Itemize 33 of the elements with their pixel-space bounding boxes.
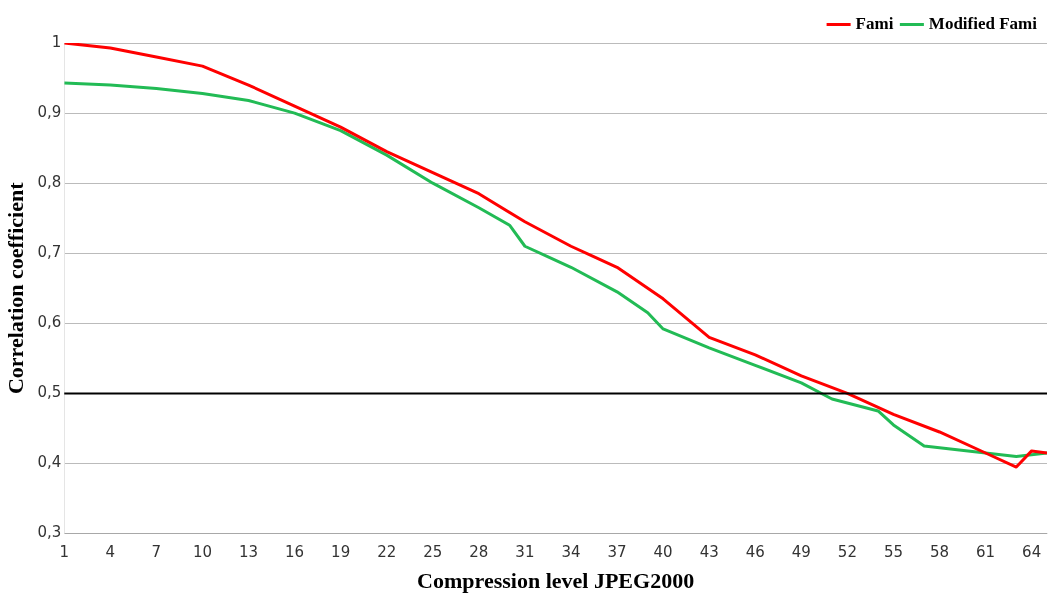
x-tick-label: 58 xyxy=(929,543,950,562)
x-tick-label: 34 xyxy=(561,543,581,562)
x-tick-label: 55 xyxy=(883,543,903,562)
x-tick-label: 37 xyxy=(607,543,627,562)
x-tick-label: 4 xyxy=(105,543,116,562)
x-tick-label: 43 xyxy=(699,543,719,562)
x-tick-label: 16 xyxy=(285,543,305,562)
x-tick-label: 61 xyxy=(976,543,996,562)
y-tick-label: 0,5 xyxy=(37,383,62,402)
x-tick-label: 52 xyxy=(837,543,857,562)
y-tick-label: 0,3 xyxy=(37,523,62,542)
y-tick-label: 0,8 xyxy=(37,173,62,192)
y-tick-label: 1 xyxy=(51,32,62,51)
legend-label: Fami xyxy=(855,13,894,33)
x-tick-label: 22 xyxy=(377,543,397,562)
y-tick-label: 0,6 xyxy=(37,313,62,332)
x-tick-label: 49 xyxy=(791,543,811,562)
y-tick-label: 0,4 xyxy=(37,453,62,472)
y-tick-label: 0,7 xyxy=(37,243,62,262)
legend-label: Modified Fami xyxy=(928,13,1038,33)
x-tick-label: 46 xyxy=(745,543,765,562)
y-axis-title: Correlation coefficient xyxy=(2,181,28,395)
x-axis-title: Compression level JPEG2000 xyxy=(417,568,695,594)
x-tick-label: 40 xyxy=(653,543,673,562)
x-tick-label: 7 xyxy=(151,543,162,562)
x-tick-label: 25 xyxy=(423,543,443,562)
x-tick-label: 10 xyxy=(192,543,212,562)
y-tick-label: 0,9 xyxy=(37,102,62,121)
x-tick-label: 19 xyxy=(331,543,351,562)
x-tick-label: 31 xyxy=(515,543,535,562)
x-tick-label: 13 xyxy=(238,543,259,562)
x-tick-label: 28 xyxy=(469,543,489,562)
x-tick-label: 64 xyxy=(1022,543,1042,562)
